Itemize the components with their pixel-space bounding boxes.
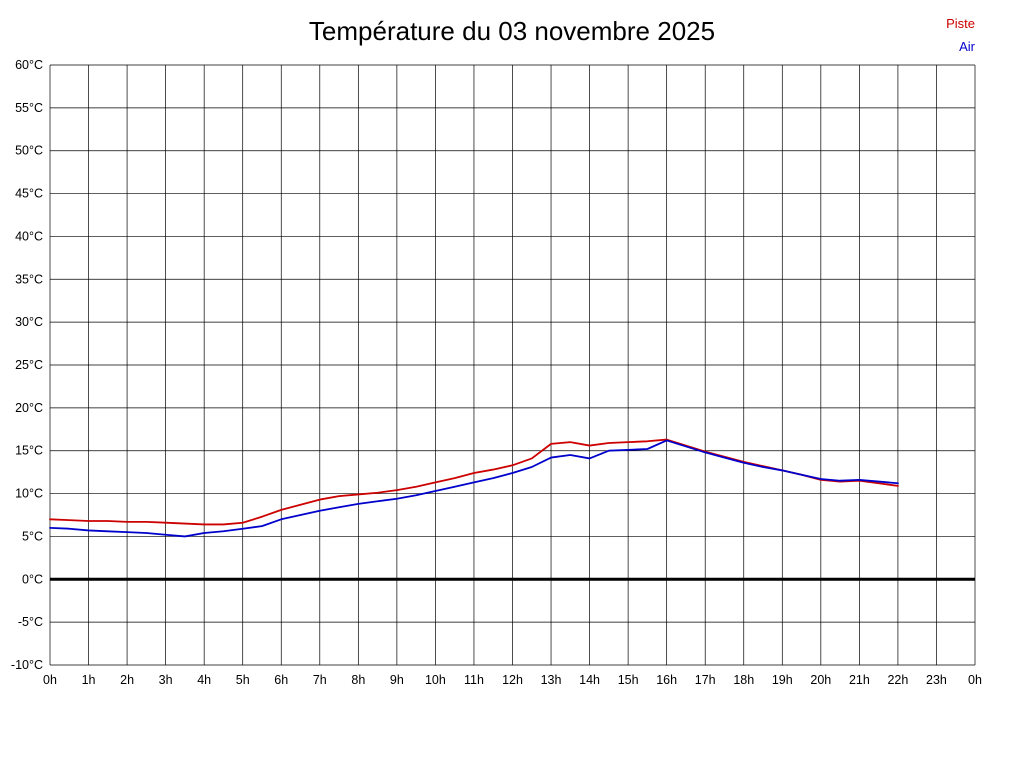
x-tick-label: 1h [82,673,96,687]
x-tick-label: 7h [313,673,327,687]
legend-item-piste: Piste [946,16,975,31]
x-tick-label: 23h [926,673,947,687]
x-tick-label: 4h [197,673,211,687]
x-tick-label: 6h [274,673,288,687]
x-tick-label: 19h [772,673,793,687]
y-tick-label: -10°C [11,658,43,672]
y-tick-label: 20°C [15,401,43,415]
y-tick-label: 60°C [15,58,43,72]
x-tick-label: 2h [120,673,134,687]
x-tick-label: 22h [887,673,908,687]
y-tick-label: 0°C [22,572,43,586]
y-tick-label: 35°C [15,272,43,286]
legend-item-air: Air [959,39,975,54]
y-tick-label: 5°C [22,529,43,543]
x-tick-label: 17h [695,673,716,687]
x-tick-label: 3h [159,673,173,687]
x-tick-label: 16h [656,673,677,687]
chart-title: Température du 03 novembre 2025 [308,16,716,46]
x-tick-label: 10h [425,673,446,687]
x-tick-label: 8h [351,673,365,687]
y-tick-label: 10°C [15,487,43,501]
legend: Piste Air [946,12,975,58]
y-tick-label: 30°C [15,315,43,329]
x-tick-label: 20h [810,673,831,687]
y-tick-label: -5°C [18,615,43,629]
x-tick-label: 5h [236,673,250,687]
x-tick-label: 0h [43,673,57,687]
y-tick-label: 45°C [15,187,43,201]
x-tick-label: 12h [502,673,523,687]
x-tick-label: 13h [541,673,562,687]
y-tick-label: 50°C [15,144,43,158]
x-tick-label: 0h [968,673,982,687]
x-tick-label: 11h [464,673,484,687]
y-tick-label: 15°C [15,444,43,458]
x-tick-label: 21h [849,673,870,687]
x-tick-label: 18h [733,673,754,687]
y-tick-label: 40°C [15,229,43,243]
y-tick-label: 55°C [15,101,43,115]
x-tick-label: 14h [579,673,600,687]
x-tick-label: 15h [618,673,639,687]
x-tick-label: 9h [390,673,404,687]
y-tick-label: 25°C [15,358,43,372]
series-line-air [49,439,899,538]
